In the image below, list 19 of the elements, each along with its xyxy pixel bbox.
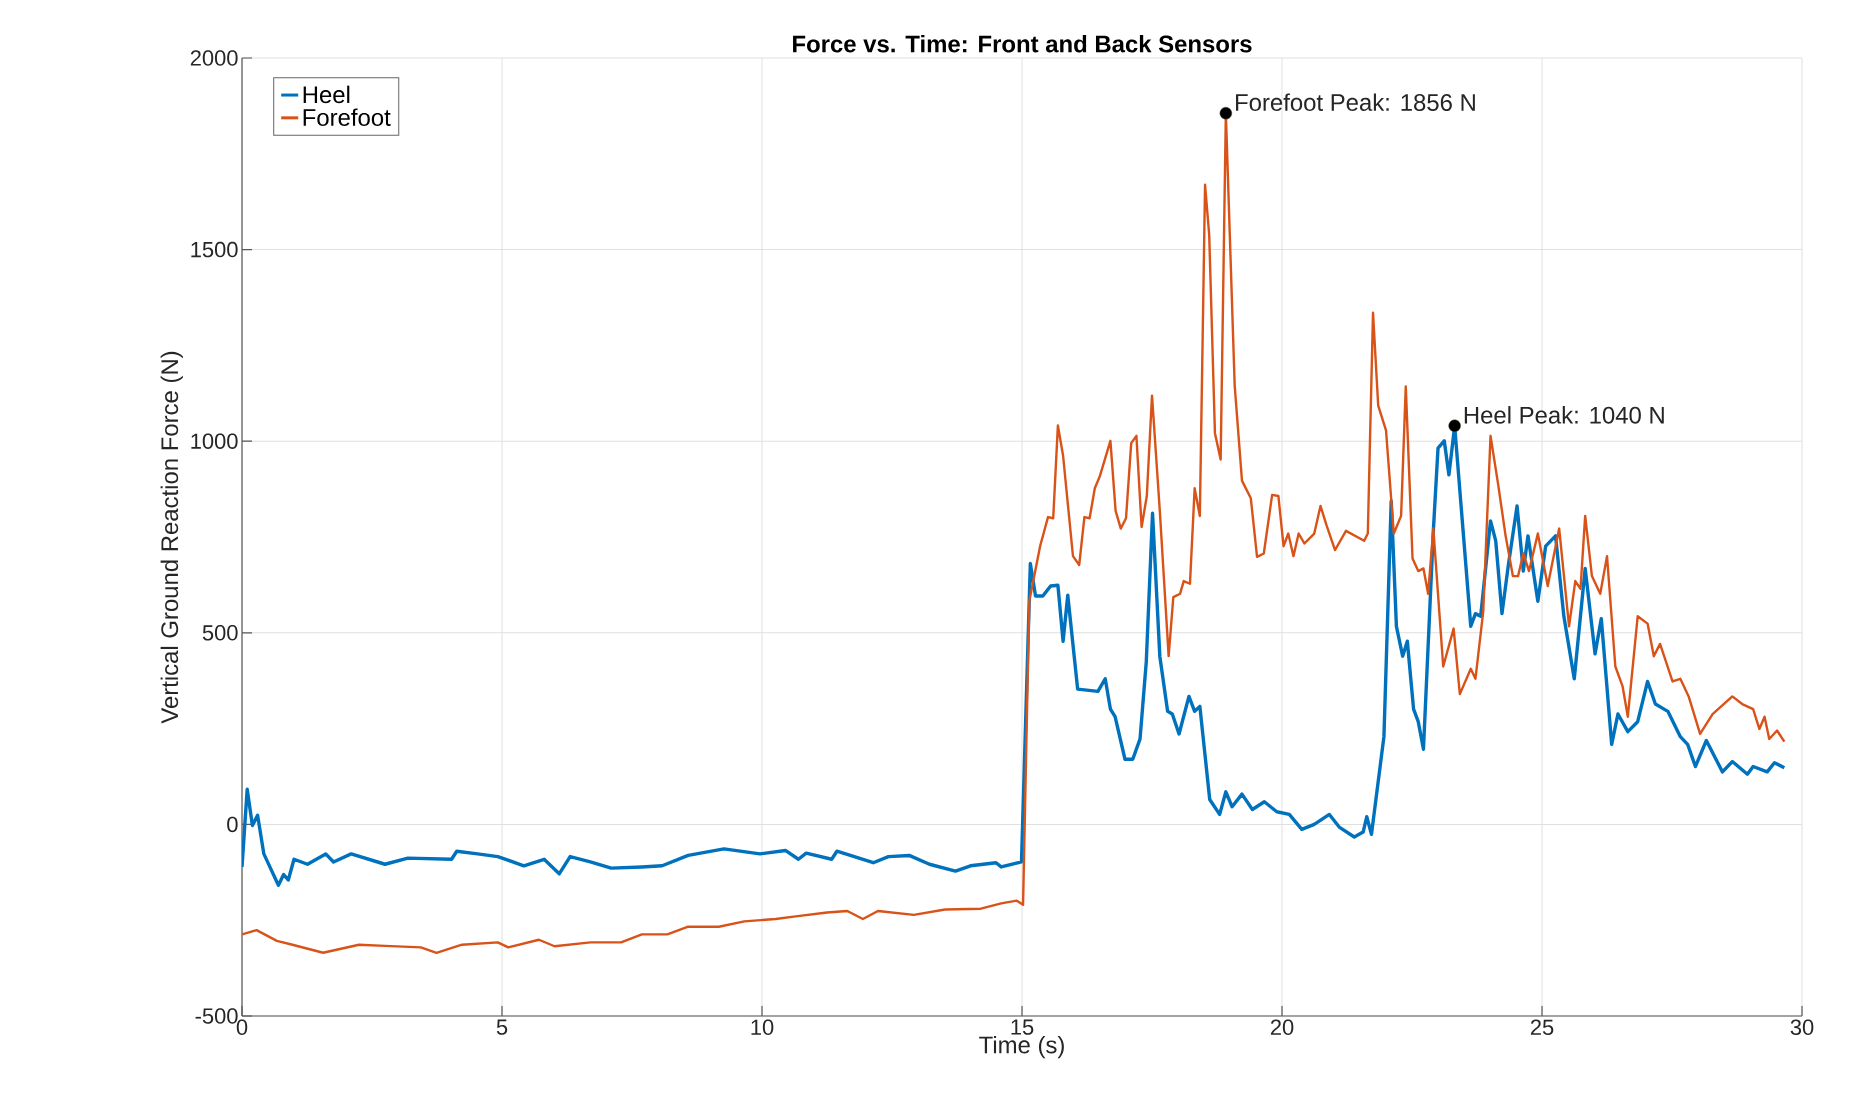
y-tick-label: -500 bbox=[195, 1008, 238, 1024]
y-tick-label: 2000 bbox=[190, 50, 238, 66]
y-tick-label: 500 bbox=[202, 625, 238, 641]
y-axis-title: Vertical Ground Reaction Force (N) bbox=[160, 351, 183, 724]
annotation: Heel Peak: 1040 N bbox=[1464, 406, 1664, 424]
chart-title: Force vs. Time: Front and Back Sensors bbox=[793, 34, 1252, 53]
x-tick-label: 20 bbox=[1270, 1019, 1294, 1036]
x-axis-title: Time (s) bbox=[979, 1035, 1064, 1059]
x-tick-label: 5 bbox=[496, 1019, 508, 1035]
annotation: Forefoot Peak: 1856 N bbox=[1236, 93, 1475, 111]
y-tick-label: 1500 bbox=[191, 241, 238, 258]
x-tick-label: 10 bbox=[751, 1019, 774, 1036]
legend-label: Heel bbox=[303, 85, 350, 104]
y-tick-label: 0 bbox=[227, 816, 238, 833]
y-tick-label: 1000 bbox=[191, 433, 238, 449]
x-tick-label: 30 bbox=[1790, 1019, 1814, 1036]
legend-label: Forefoot bbox=[303, 108, 391, 126]
x-tick-label: 15 bbox=[1011, 1019, 1034, 1035]
x-tick-label: 25 bbox=[1530, 1019, 1554, 1036]
